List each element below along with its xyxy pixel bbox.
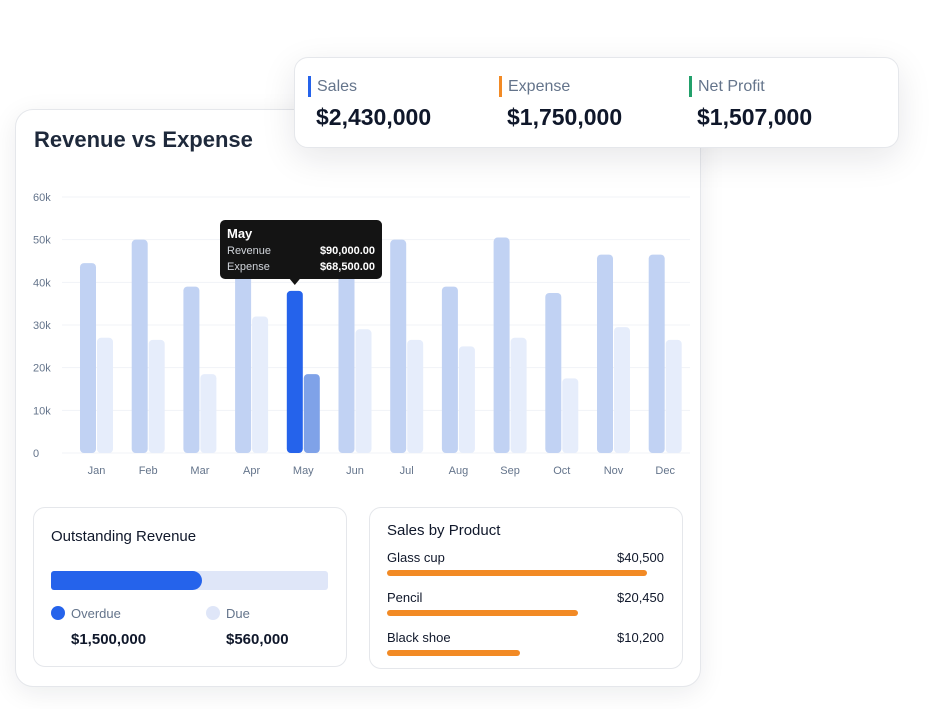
x-tick-label: Mar — [190, 465, 209, 477]
product-name: Pencil — [387, 590, 423, 605]
tooltip-box — [220, 220, 382, 279]
expense-bar — [148, 339, 165, 453]
due-dot — [206, 606, 220, 620]
tooltip-revenue-value: $90,000.00 — [320, 245, 375, 257]
sales-stat: Sales $2,430,000 — [308, 76, 431, 131]
revenue-bar — [441, 286, 458, 453]
expense-bar — [252, 316, 269, 453]
y-tick-label: 10k — [33, 405, 51, 417]
y-tick-label: 40k — [33, 277, 51, 289]
due-value: $560,000 — [226, 631, 289, 648]
tooltip-revenue-label: Revenue — [227, 245, 271, 257]
expense-bar — [510, 337, 527, 453]
expense-bar — [562, 378, 579, 453]
product-row: Black shoe $10,200 — [387, 630, 664, 666]
revenue-bar — [338, 267, 355, 453]
product-row: Pencil $20,450 — [387, 590, 664, 626]
expense-label: Expense — [499, 76, 622, 97]
expense-bar — [614, 327, 630, 453]
y-tick-label: 30k — [33, 320, 51, 332]
x-tick-label: Jul — [400, 465, 414, 477]
revenue-bar — [235, 258, 252, 453]
expense-bar — [200, 374, 217, 453]
x-tick-label: Jun — [346, 465, 364, 477]
sales-by-product-title: Sales by Product — [387, 522, 501, 539]
y-tick-label: 0 — [33, 448, 39, 460]
x-tick-label: Sep — [500, 465, 520, 477]
product-value: $10,200 — [617, 630, 664, 645]
tooltip-month: May — [227, 226, 253, 241]
x-tick-label: Oct — [553, 465, 570, 477]
revenue-expense-chart: 0 10k 20k 30k 40k 50k 60k Jan Feb Mar Apr May Jun Jul… — [33, 192, 690, 477]
sales-by-product-panel: Sales by Product Glass cup $40,500 Penci… — [369, 507, 683, 669]
x-tick-label: Feb — [139, 465, 158, 477]
revenue-bar — [131, 239, 148, 453]
product-sales-bar — [387, 650, 520, 656]
revenue-bar — [493, 237, 510, 453]
x-tick-label: Apr — [243, 465, 260, 477]
x-tick-label: Dec — [655, 465, 675, 477]
expense-bar — [458, 346, 475, 453]
x-tick-label: Aug — [449, 465, 469, 477]
revenue-expense-card: 0 10k 20k 30k 40k 50k 60k Jan Feb Mar Apr May Jun Jul… — [15, 109, 701, 687]
revenue-bar — [390, 239, 407, 453]
outstanding-revenue-title: Outstanding Revenue — [51, 528, 197, 545]
expense-value: $1,750,000 — [507, 104, 623, 130]
overdue-dot — [51, 606, 65, 620]
y-tick-label: 50k — [33, 235, 51, 247]
expense-stat: Expense $1,750,000 — [499, 76, 622, 131]
product-name: Black shoe — [387, 630, 451, 645]
x-tick-label: May — [293, 465, 314, 477]
revenue-bar — [286, 290, 303, 453]
summary-card: Sales $2,430,000 Expense $1,750,000 Net … — [294, 57, 899, 148]
sales-value: $2,430,000 — [316, 104, 432, 130]
outstanding-progress-track — [51, 571, 328, 590]
x-tick-label: Jan — [88, 465, 106, 477]
expense-bar — [665, 339, 682, 453]
revenue-bar — [183, 286, 200, 453]
expense-bar — [97, 337, 113, 453]
revenue-bar — [597, 254, 613, 453]
product-value: $20,450 — [617, 590, 664, 605]
tooltip-pointer — [289, 279, 300, 285]
outstanding-revenue-panel: Outstanding Revenue Overdue $1,500,000 D… — [33, 507, 347, 667]
tooltip-expense-value: $68,500.00 — [320, 261, 375, 273]
overdue-label: Overdue — [71, 606, 121, 621]
due-label: Due — [226, 606, 250, 621]
net-profit-stat: Net Profit $1,507,000 — [689, 76, 812, 131]
y-tick-label: 20k — [33, 363, 51, 375]
chart-title: Revenue vs Expense — [34, 127, 253, 152]
product-name: Glass cup — [387, 550, 445, 565]
x-tick-label: Nov — [604, 465, 624, 477]
product-sales-bar — [387, 570, 648, 576]
expense-bar — [355, 329, 372, 453]
revenue-bar — [80, 263, 96, 453]
revenue-bar — [545, 293, 562, 453]
revenue-bar — [648, 254, 665, 453]
expense-bar — [303, 374, 320, 453]
product-value: $40,500 — [617, 550, 664, 565]
overdue-progress-fill — [51, 571, 202, 590]
overdue-value: $1,500,000 — [71, 631, 147, 648]
sales-label: Sales — [308, 76, 431, 97]
product-sales-bar — [387, 610, 579, 616]
net-profit-value: $1,507,000 — [697, 104, 813, 130]
product-row: Glass cup $40,500 — [387, 550, 664, 586]
tooltip-expense-label: Expense — [227, 261, 270, 273]
y-tick-label: 60k — [33, 192, 51, 204]
net-profit-label: Net Profit — [689, 76, 812, 97]
expense-bar — [407, 339, 424, 453]
